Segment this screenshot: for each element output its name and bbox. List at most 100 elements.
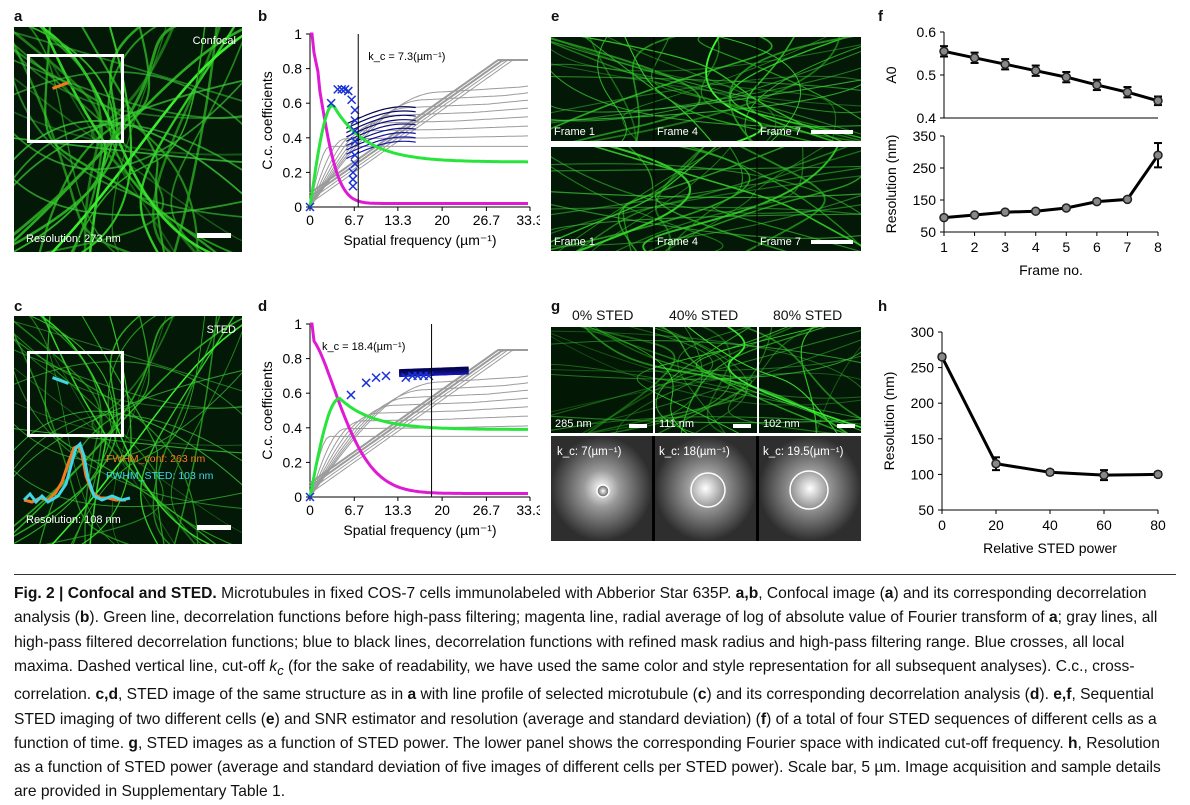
microtubule-fiber — [551, 44, 861, 72]
y-tick-label: 50 — [920, 224, 936, 240]
local-maximum-cross — [337, 84, 347, 94]
caption-ref: f — [760, 710, 767, 728]
caption-text: , STED image of the same structure as in — [118, 686, 408, 704]
y-tick-label: 50 — [918, 502, 934, 518]
local-maximum-cross — [348, 174, 358, 184]
x-axis-label: Spatial frequency (µm⁻¹) — [343, 522, 496, 538]
microtubule-fiber — [14, 316, 115, 544]
local-maximum-cross — [350, 115, 360, 126]
microtubule-fiber — [14, 59, 242, 119]
y-tick-label: 0.2 — [283, 454, 303, 470]
microtubule-fiber — [551, 76, 861, 91]
panel-label-h: h — [878, 298, 888, 315]
panel-label-e: e — [551, 8, 560, 25]
kc-label: k_c: 19.5(µm⁻¹) — [763, 446, 844, 458]
microtubule-fiber — [606, 37, 777, 141]
caption-text: ; gray lines, all high-pass filtered dec… — [14, 609, 1158, 675]
frame-label: Frame 1 — [554, 126, 595, 138]
scale-bar — [811, 240, 853, 244]
caption-ref: a — [407, 686, 417, 704]
microtubule-fiber — [701, 327, 731, 433]
x-tick-label: 1 — [940, 239, 948, 255]
caption-ref: h — [1068, 734, 1078, 752]
line-profile-plot — [22, 441, 131, 505]
data-point — [939, 45, 949, 58]
highpass-curve — [309, 415, 529, 498]
x-tick-label: 6.7 — [345, 212, 365, 228]
resolution-label: 285 nm — [555, 418, 592, 430]
frame-label: Frame 7 — [760, 236, 801, 248]
caption-text: (for the sake of readability, we have us… — [14, 657, 1135, 704]
microtubule-fiber — [705, 37, 763, 141]
highpass-curve — [309, 145, 528, 208]
microtubule-fiber — [14, 78, 242, 218]
resolution-label: Resolution: 108 nm — [26, 514, 121, 526]
microtubule-fiber — [727, 327, 834, 433]
data-point — [1153, 469, 1163, 480]
highpass-curve — [309, 107, 529, 208]
panel-label-a: a — [14, 8, 23, 25]
y-tick-label: 250 — [913, 160, 937, 176]
x-tick-label: 13.3 — [384, 502, 411, 518]
x-axis-label: Frame no. — [1019, 262, 1083, 278]
microtubule-fiber — [551, 79, 861, 113]
microtubule-fiber — [580, 37, 843, 141]
microtubule-fiber — [173, 27, 218, 252]
microtubule-fiber — [14, 338, 198, 544]
x-tick-label: 26.7 — [473, 212, 500, 228]
microtubule-fiber — [558, 147, 723, 251]
caption-text: ) and SNR estimator and resolution (aver… — [274, 710, 761, 728]
resolution-label: 102 nm — [763, 418, 800, 430]
caption-ref: a — [884, 585, 894, 602]
microtubule-fiber — [111, 316, 167, 544]
highpass-curve — [309, 406, 529, 498]
microtubule-fiber — [551, 332, 861, 399]
microtubule-fiber — [551, 191, 861, 199]
caption-text: , STED images as a function of STED powe… — [137, 734, 1068, 752]
caption-ref: b — [79, 609, 90, 627]
resolution-label: Resolution: 273 nm — [26, 233, 121, 245]
microtubule-fiber — [551, 330, 861, 416]
microtubule-fiber — [14, 371, 242, 461]
highpass-curve — [309, 59, 528, 204]
data-point — [1045, 467, 1055, 478]
y-axis-label: C.c. coefficients — [259, 71, 275, 170]
microtubule-fiber — [607, 327, 732, 433]
caption-ref: e — [265, 710, 275, 728]
data-point — [1061, 70, 1072, 84]
microtubule-fiber — [816, 346, 861, 433]
magenta-fft-curve — [310, 322, 528, 495]
microtubule-fiber — [14, 316, 141, 537]
caption-ref: a — [1048, 609, 1058, 627]
highpass-curve — [309, 375, 529, 498]
scale-bar — [733, 424, 751, 428]
microtubule-fiber — [551, 167, 861, 216]
caption-text: Microtubules in fixed COS-7 cells immuno… — [216, 585, 736, 602]
y-tick-label: 0.2 — [283, 164, 303, 180]
caption-text: ) and its corresponding decorrelation an… — [706, 686, 1030, 704]
sted-image: FWHM_conf: 263 nm FWHM_STED: 103 nm STED… — [14, 316, 242, 544]
panel-label-d: d — [258, 298, 268, 315]
microtubule-fiber — [14, 349, 242, 409]
y-axis-label: A0 — [883, 66, 899, 83]
microtubule-fiber — [152, 316, 221, 544]
caption-text: , Confocal image ( — [758, 585, 885, 602]
microtubule-fiber — [624, 37, 712, 141]
microtubule-fiber — [14, 414, 242, 470]
microtubule-fiber — [14, 31, 242, 102]
panel-label-g: g — [551, 298, 561, 315]
microtubule-fiber — [647, 175, 861, 251]
y-tick-label: 0.5 — [917, 67, 937, 83]
x-tick-label: 0 — [306, 212, 314, 228]
data-point — [1000, 207, 1010, 217]
microtubule-fiber — [597, 37, 627, 141]
microtubule-fiber — [695, 327, 861, 432]
data-point — [969, 210, 980, 220]
y-tick-label: 100 — [911, 466, 935, 482]
microtubule-fiber — [551, 204, 861, 239]
frame-label: Frame 4 — [657, 126, 698, 138]
frame-label: Frame 1 — [554, 236, 595, 248]
microtubule-fiber — [551, 165, 724, 251]
microtubule-fiber — [642, 147, 839, 251]
figure-caption: Fig. 2 | Confocal and STED. Microtubules… — [14, 582, 1179, 805]
